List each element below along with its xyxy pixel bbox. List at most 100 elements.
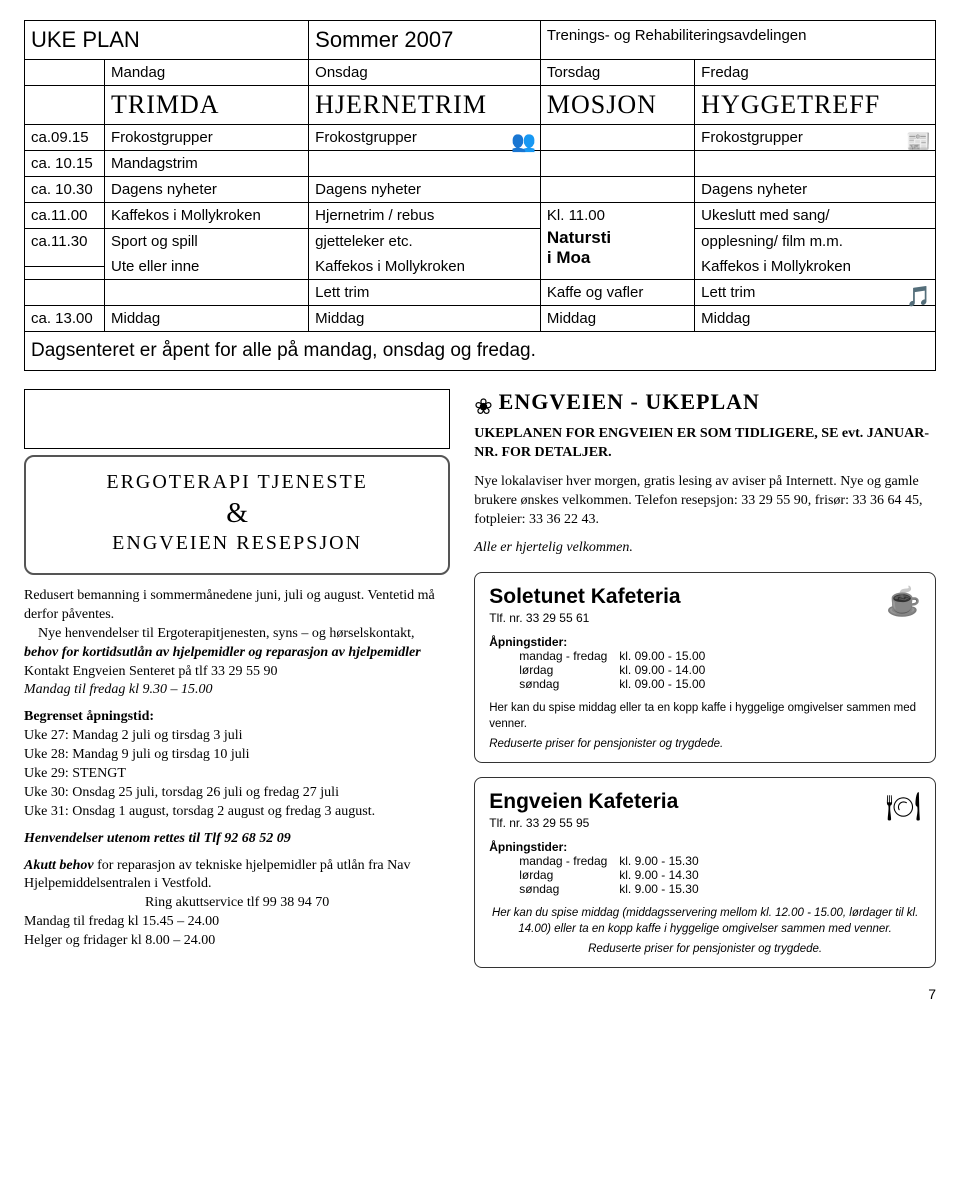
- row-1130: ca.11.30 Sport og spill Ute eller inne g…: [25, 229, 936, 267]
- row-1030: ca. 10.30 Dagens nyheter Dagens nyheter …: [25, 177, 936, 203]
- s-day2: søndag: [489, 677, 619, 691]
- ergo-line1: ERGOTERAPI TJENESTE: [44, 471, 430, 494]
- cell: Mandagstrim: [105, 151, 309, 177]
- cell: Middag: [309, 306, 541, 332]
- e-day1: lørdag: [489, 868, 619, 882]
- left-p1b-lead: Nye henvendelser til Ergoterapitjenesten…: [38, 626, 415, 641]
- cell: Natursti: [547, 228, 688, 248]
- soletunet-note1: Her kan du spise middag eller ta en kopp…: [489, 701, 921, 732]
- e-time0: kl. 9.00 - 15.30: [619, 854, 698, 868]
- left-p1b-bold: behov for kortidsutlån av hjelpemidler o…: [24, 645, 421, 660]
- cell: Ukeslutt med sang/: [695, 203, 936, 229]
- e-day0: mandag - fredag: [489, 854, 619, 868]
- left-p1d: Mandag til fredag kl 9.30 – 15.00: [24, 682, 212, 697]
- activity-hyggetreff: HYGGETREFF: [701, 90, 880, 119]
- ergoterapi-box: ERGOTERAPI TJENESTE & ENGVEIEN RESEPSJON: [24, 455, 450, 575]
- cell: Middag: [540, 306, 694, 332]
- activity-title-row: TRIMDA HJERNETRIM MOSJON HYGGETREFF: [25, 86, 936, 125]
- ergo-amp: &: [44, 498, 430, 530]
- left-p2-r4: Uke 31: Onsdag 1 august, torsdag 2 augus…: [24, 804, 375, 819]
- dagsenter-row: Dagsenteret er åpent for alle på mandag,…: [25, 332, 936, 371]
- cell: Sport og spill: [111, 233, 302, 250]
- engveien-ukeplan-title: ENGVEIEN - UKEPLAN: [499, 389, 760, 415]
- row-1300: ca. 13.00 Middag Middag Middag Middag: [25, 306, 936, 332]
- schedule-title-row: UKE PLAN Sommer 2007 Trenings- og Rehabi…: [25, 21, 936, 60]
- soletunet-tlf: Tlf. nr. 33 29 55 61: [489, 611, 921, 625]
- cell: [695, 151, 936, 177]
- left-p4-h1: Mandag til fredag kl 15.45 – 24.00: [24, 914, 219, 929]
- sommer-label: Sommer 2007: [315, 27, 453, 52]
- cell: Kaffekos i Mollykroken: [315, 258, 534, 275]
- cell: Middag: [105, 306, 309, 332]
- cell: Kl. 11.00: [547, 207, 688, 224]
- engveien-p3: Alle er hjertelig velkommen.: [474, 539, 936, 558]
- cell: Dagens nyheter: [105, 177, 309, 203]
- left-text-block: Redusert bemanning i sommermånedene juni…: [24, 587, 450, 951]
- schedule-table: UKE PLAN Sommer 2007 Trenings- og Rehabi…: [24, 20, 936, 371]
- soletunet-hours-label: Åpningstider:: [489, 635, 921, 649]
- left-p2-r3: Uke 30: Onsdag 25 juli, torsdag 26 juli …: [24, 785, 339, 800]
- day-fredag: Fredag: [695, 60, 936, 86]
- cell: Dagens nyheter: [695, 177, 936, 203]
- engveien-kaf-note1: Her kan du spise middag (middagsserverin…: [489, 906, 921, 937]
- coffee-icon: ☕: [886, 585, 921, 618]
- cell: Middag: [695, 306, 936, 332]
- cell: Ute eller inne: [111, 258, 302, 275]
- engveien-p2: Nye lokalaviser hver morgen, gratis lesi…: [474, 473, 936, 530]
- e-day2: søndag: [489, 882, 619, 896]
- soletunet-box: ☕ Soletunet Kafeteria Tlf. nr. 33 29 55 …: [474, 572, 936, 763]
- time-1130: ca.11.30: [25, 229, 105, 267]
- cell: gjetteleker etc.: [315, 233, 534, 250]
- cell: Frokostgrupper: [105, 125, 309, 151]
- engveien-kaf-box: 🍽 Engveien Kafeteria Tlf. nr. 33 29 55 9…: [474, 777, 936, 968]
- cell: opplesning/ film m.m.: [701, 233, 929, 250]
- cell: [540, 177, 694, 203]
- left-p2-r2: Uke 29: STENGT: [24, 766, 126, 781]
- cell: Frokostgrupper: [701, 129, 803, 146]
- cell: [540, 151, 694, 177]
- cell: Lett trim: [309, 280, 541, 306]
- cell: Hjernetrim / rebus: [309, 203, 541, 229]
- activity-mosjon: MOSJON: [547, 90, 657, 119]
- time-1015: ca. 10.15: [25, 151, 105, 177]
- row-1015: ca. 10.15 Mandagstrim: [25, 151, 936, 177]
- s-time0: kl. 09.00 - 15.00: [619, 649, 705, 663]
- dagsenter-text: Dagsenteret er åpent for alle på mandag,…: [25, 332, 936, 371]
- left-p4-h2: Helger og fridager kl 8.00 – 24.00: [24, 933, 215, 948]
- cell: Kaffekos i Mollykroken: [105, 203, 309, 229]
- engveien-kaf-tlf: Tlf. nr. 33 29 55 95: [489, 816, 921, 830]
- time-1030: ca. 10.30: [25, 177, 105, 203]
- left-p4-lead: Akutt behov: [24, 858, 94, 873]
- s-day1: lørdag: [489, 663, 619, 677]
- cell: [309, 151, 541, 177]
- news-icon: 📰: [906, 129, 931, 154]
- engveien-kaf-note2: Reduserte priser for pensjonister og try…: [489, 943, 921, 955]
- page-number: 7: [24, 986, 936, 1002]
- soletunet-title: Soletunet Kafeteria: [489, 585, 921, 609]
- cell: Dagens nyheter: [309, 177, 541, 203]
- time-0915: ca.09.15: [25, 125, 105, 151]
- uke-plan-label: UKE PLAN: [31, 27, 140, 52]
- row-0915: ca.09.15 Frokostgrupper Frokostgrupper👥 …: [25, 125, 936, 151]
- person-icon: 👥: [511, 129, 536, 154]
- cell: Kaffe og vafler: [540, 280, 694, 306]
- time-1300: ca. 13.00: [25, 306, 105, 332]
- cell: [540, 125, 694, 151]
- cell: Kaffekos i Mollykroken: [701, 258, 929, 275]
- s-day0: mandag - fredag: [489, 649, 619, 663]
- activity-hjernetrim: HJERNETRIM: [315, 90, 487, 119]
- day-onsdag: Onsdag: [309, 60, 541, 86]
- cell: [105, 280, 309, 306]
- empty-box: [24, 389, 450, 449]
- activity-trimda: TRIMDA: [111, 90, 220, 119]
- engveien-kaf-hours-label: Åpningstider:: [489, 840, 921, 854]
- soletunet-note2: Reduserte priser for pensjonister og try…: [489, 738, 921, 750]
- ergo-line2: ENGVEIEN RESEPSJON: [44, 532, 430, 555]
- cell: Lett trim: [701, 284, 755, 301]
- left-p2-label: Begrenset åpningstid:: [24, 709, 154, 724]
- left-p1a: Redusert bemanning i sommermånedene juni…: [24, 588, 435, 622]
- engveien-kaf-title: Engveien Kafeteria: [489, 790, 921, 814]
- row-lett: Lett trim Kaffe og vafler Lett trim🎵: [25, 280, 936, 306]
- s-time1: kl. 09.00 - 14.00: [619, 663, 705, 677]
- day-torsdag: Torsdag: [540, 60, 694, 86]
